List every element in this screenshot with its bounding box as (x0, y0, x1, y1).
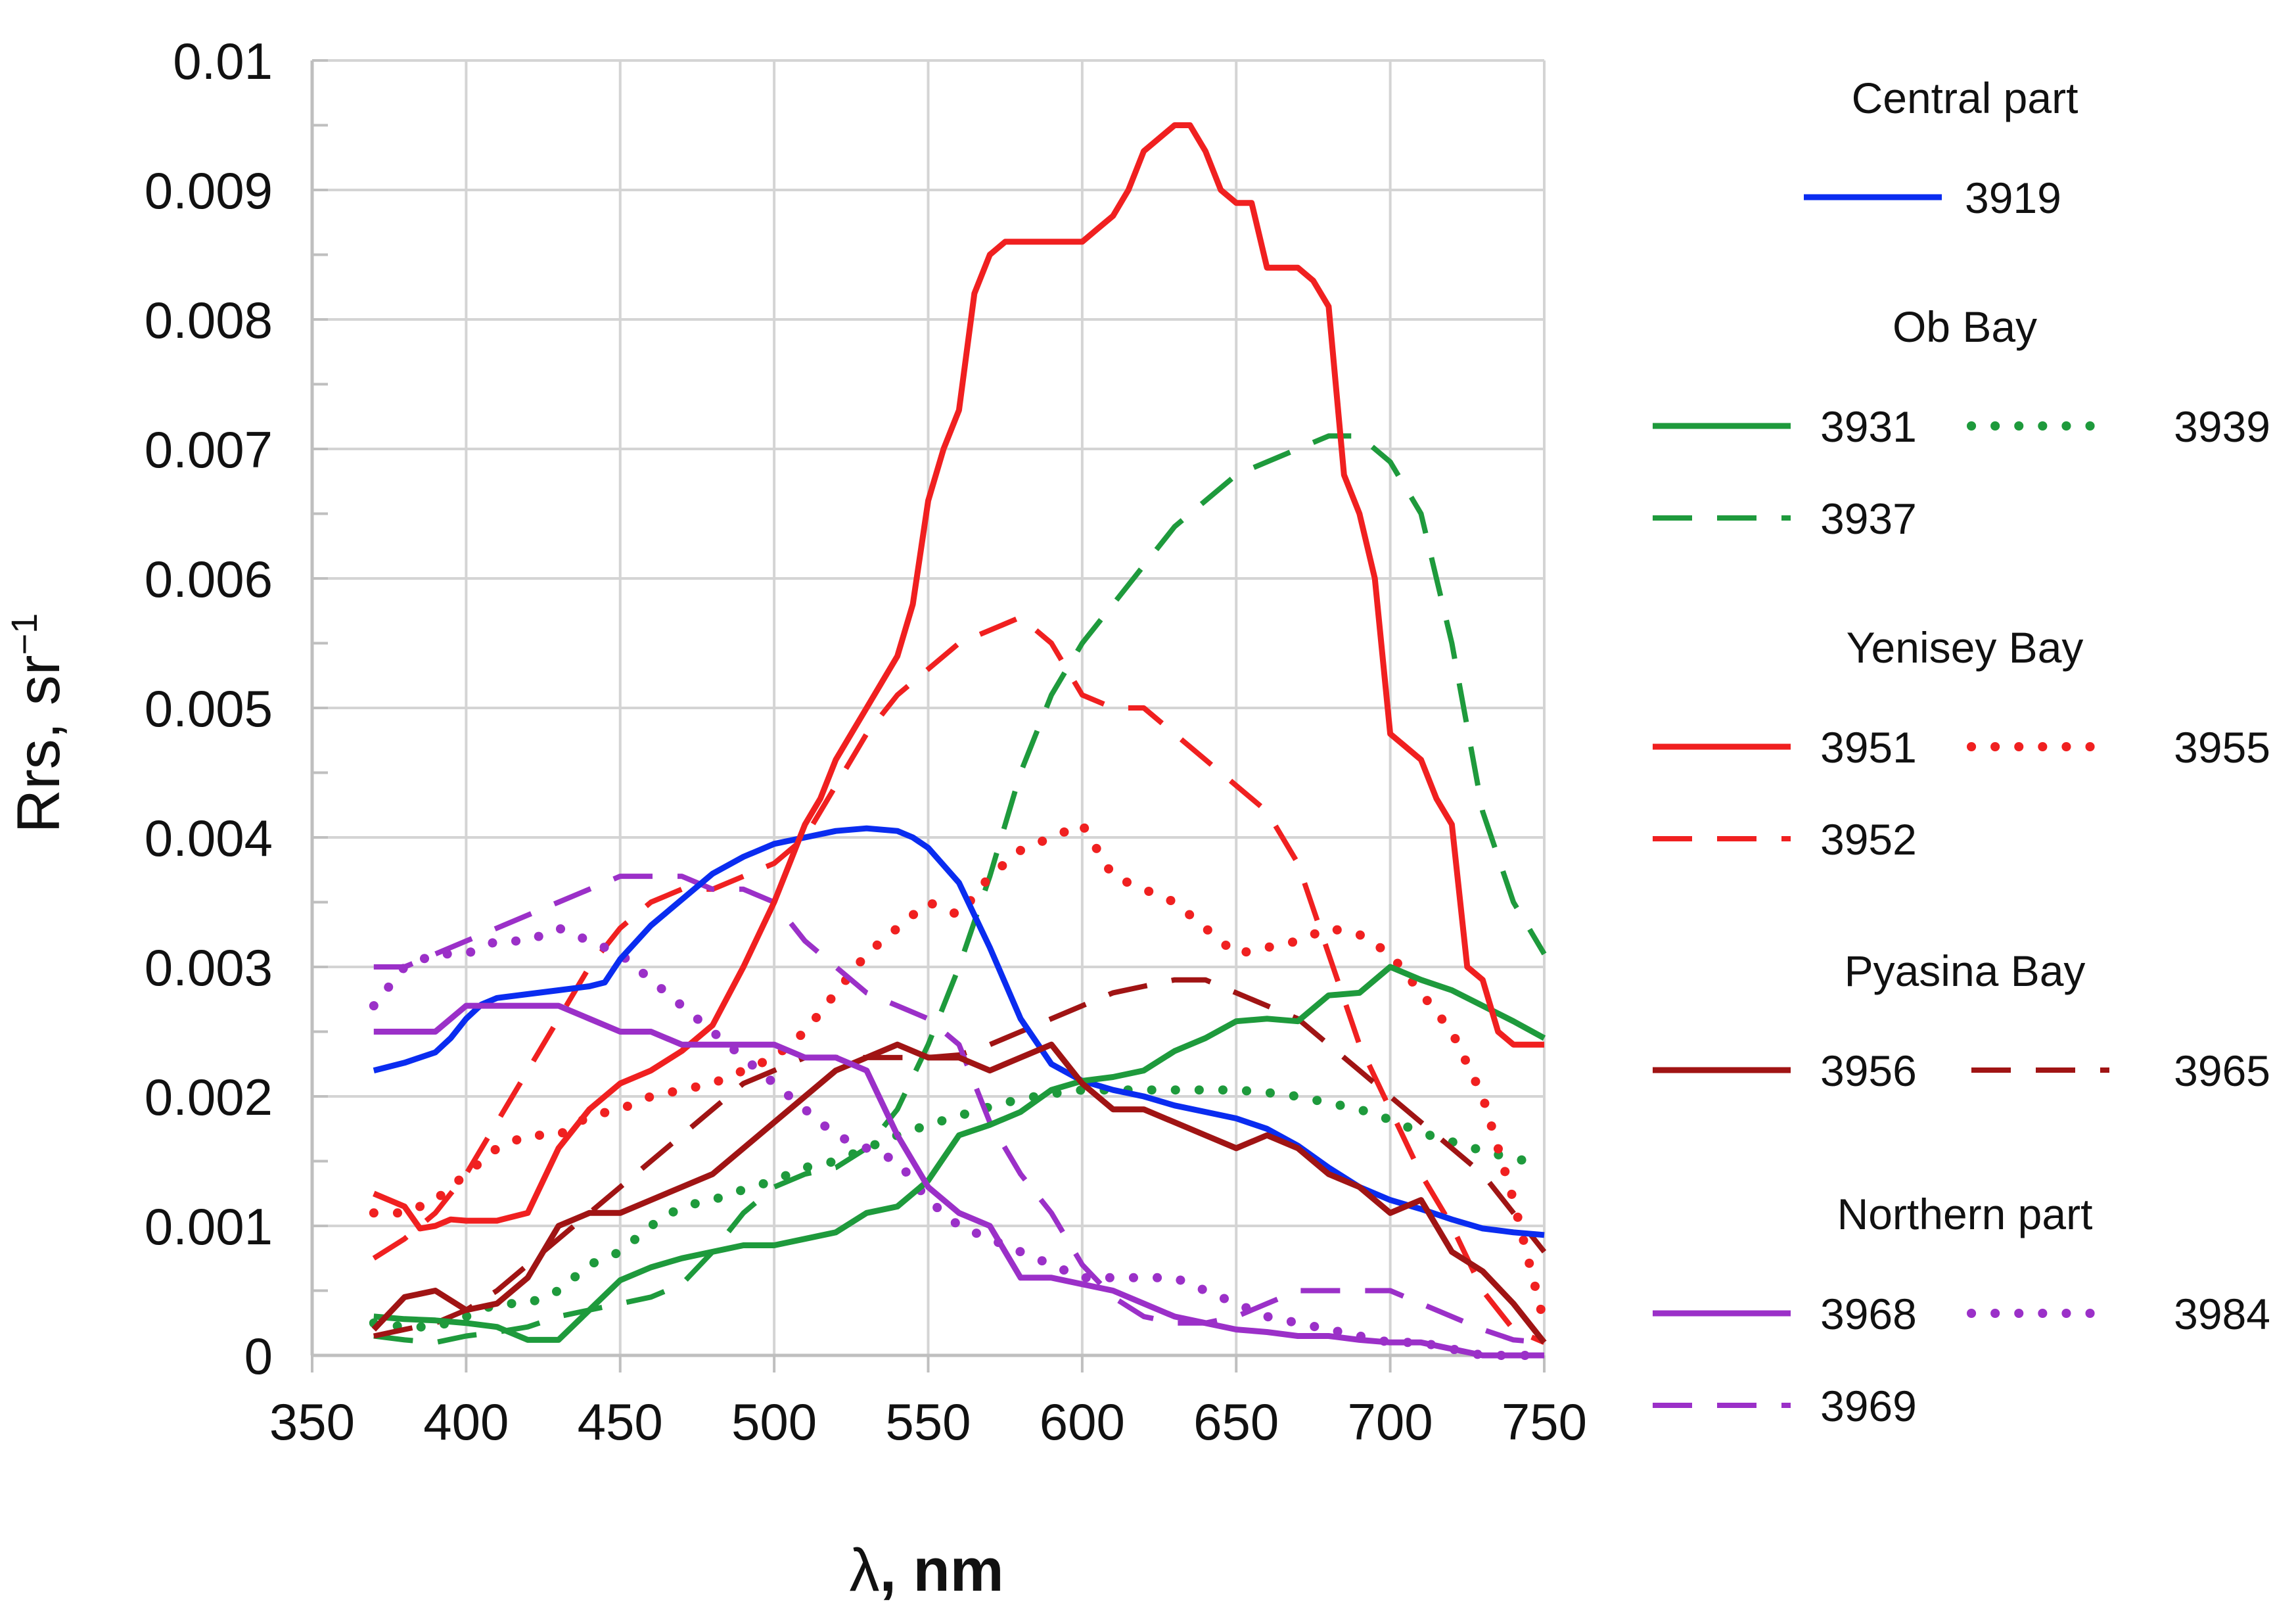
series-line-3952 (372, 615, 1546, 1345)
axes (310, 59, 1546, 1372)
legend-label-3951: 3951 (1820, 723, 1917, 772)
gridlines (312, 59, 1546, 1355)
y-axis-title-main: Rrs, sr (5, 655, 72, 833)
legend-label-3965: 3965 (2174, 1046, 2270, 1095)
series-line-3937 (373, 433, 1547, 1346)
y-tick-label: 0.001 (145, 1198, 273, 1255)
y-tick-label: 0.002 (145, 1068, 273, 1126)
series-line-3969 (373, 874, 1545, 1346)
series-lines (369, 122, 1549, 1360)
y-tick-label: 0 (244, 1327, 273, 1385)
series-line-3919 (373, 825, 1545, 1238)
legend-label-3939: 3939 (2174, 402, 2270, 451)
x-tick-label: 550 (885, 1393, 971, 1451)
x-tick-label: 450 (578, 1393, 663, 1451)
y-axis-title-sup: −1 (3, 613, 45, 655)
series-line-3951 (373, 122, 1544, 1232)
series-line-3931 (373, 964, 1546, 1343)
legend-label-3952: 3952 (1820, 815, 1917, 864)
legend-group-title: Yenisey Bay (1847, 623, 2084, 672)
x-tick-label: 350 (269, 1393, 355, 1451)
y-tick-label: 0.009 (145, 162, 273, 220)
x-tick-label: 600 (1040, 1393, 1125, 1451)
legend-label-3984: 3984 (2174, 1290, 2270, 1338)
x-axis-title: λ, nm (849, 1537, 1003, 1604)
legend-label-3969: 3969 (1820, 1382, 1917, 1430)
x-tick-label: 700 (1348, 1393, 1433, 1451)
y-axis-title: Rrs, sr−1 (3, 613, 72, 833)
legend-label-3931: 3931 (1820, 402, 1917, 451)
y-tick-label: 0.008 (145, 291, 273, 349)
y-tick-label: 0.004 (145, 809, 273, 867)
y-tick-label: 0.007 (145, 421, 273, 479)
legend-group-title: Northern part (1837, 1190, 2093, 1238)
legend-label-3956: 3956 (1820, 1046, 1917, 1095)
series-line-3968 (373, 1002, 1544, 1359)
x-tick-label: 750 (1502, 1393, 1587, 1451)
legend-label-3919: 3919 (1965, 174, 2061, 222)
x-tick-label: 400 (423, 1393, 509, 1451)
legend-group-title: Pyasina Bay (1845, 947, 2086, 995)
legend-label-3937: 3937 (1820, 494, 1917, 543)
x-tick-label: 650 (1193, 1393, 1279, 1451)
legend-label-3955: 3955 (2174, 723, 2270, 772)
y-tick-label: 0.003 (145, 939, 273, 996)
legend-label-3968: 3968 (1820, 1290, 1917, 1338)
tick-labels: 0 0.001 0.002 0.003 0.004 0.005 0.006 0.007 0.00… (145, 32, 1587, 1451)
y-tick-label: 0.006 (145, 550, 273, 608)
x-axis-title-symbol: λ (849, 1537, 879, 1604)
series-line-3956 (371, 1041, 1547, 1345)
legend: Central part 3919 Ob Bay 3931 3939 3937 Yenise… (1653, 74, 2270, 1430)
legend-group-title: Ob Bay (1893, 302, 2037, 351)
y-tick-label: 0.005 (145, 680, 273, 738)
legend-group-title: Central part (1852, 74, 2078, 122)
x-axis-title-unit: , nm (879, 1537, 1003, 1604)
x-tick-label: 500 (731, 1393, 817, 1451)
y-tick-label: 0.01 (173, 32, 273, 90)
